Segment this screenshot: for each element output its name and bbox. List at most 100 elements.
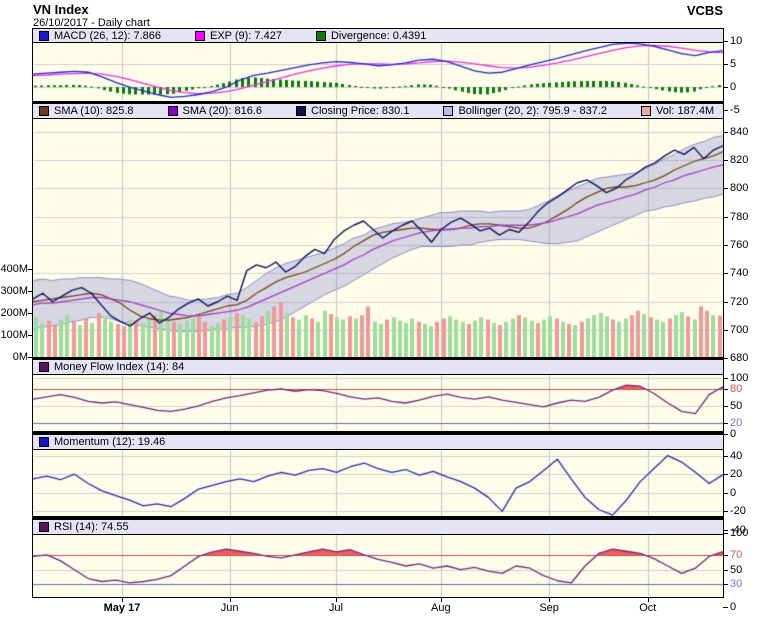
legend-swatch [39,30,49,41]
legend-item: Vol: 187.4M [641,105,714,117]
month-tick [549,598,550,602]
axis-tick [723,406,728,407]
legend-label: Momentum (12): 19.46 [54,436,166,448]
legend-label: Divergence: 0.4391 [330,29,427,42]
axis-tick [723,110,728,111]
legend-swatch [39,437,49,447]
legend-item: Bollinger (20, 2): 795.9 - 837.2 [443,105,607,117]
legend-item: SMA (10): 825.8 [39,105,134,117]
axis-tick [723,378,728,379]
axis-tick-label: 50 [730,399,743,412]
price-panel: SMA (10): 825.8 SMA (20): 816.6 Closing Pr… [32,101,724,357]
momentum-panel: Momentum (12): 19.46 [32,431,724,516]
axis-tick [723,530,728,531]
month-tick [122,598,123,602]
rsi-plot-canvas[interactable] [33,535,723,597]
volume-axis-tick-label: 400M [0,263,28,275]
axis-tick-label: 720 [730,295,749,308]
axis-tick-label: -20 [730,505,746,518]
axis-tick-label: 800 [730,182,749,195]
legend-item: Divergence: 0.4391 [315,29,427,42]
axis-tick-label: 0 [730,600,737,613]
chart-subtitle: 26/10/2017 - Daily chart [33,17,150,29]
axis-tick-label: 780 [730,210,749,223]
volume-axis-tick [28,357,32,358]
axis-tick [723,434,728,435]
axis-tick-label: 680 [730,352,749,365]
price-legend: SMA (10): 825.8 SMA (20): 816.6 Closing Pr… [33,101,723,119]
month-label: Jul [328,602,343,614]
macd-legend: MACD (26, 12): 7.866 EXP (9): 7.427 Diverg… [33,28,723,43]
axis-tick-label: 740 [730,267,749,280]
legend-label: Money Flow Index (14): 84 [54,361,185,373]
axis-tick-label: 20 [730,416,743,429]
macd-panel: MACD (26, 12): 7.866 EXP (9): 7.427 Diverg… [32,28,724,101]
axis-tick-label: 0 [730,427,737,440]
price-plot-canvas[interactable] [33,119,723,357]
axis-tick [723,273,728,274]
axis-tick [723,188,728,189]
axis-tick-label: 760 [730,239,749,252]
axis-tick [723,87,728,88]
axis-tick [723,533,728,534]
month-label: Sep [539,602,559,614]
volume-axis-tick-label: 0M [12,351,28,363]
legend-item: Momentum (12): 19.46 [39,436,165,448]
month-label: Aug [430,602,451,614]
volume-axis-tick [28,291,32,292]
rsi-panel: RSI (14): 74.55 [32,516,724,598]
legend-swatch [315,30,326,41]
axis-tick [723,245,728,246]
legend-swatch [641,106,652,116]
month-tick [648,598,649,602]
axis-tick-label: 80 [730,383,743,395]
month-tick [230,598,231,602]
axis-tick-label: -5 [730,104,740,117]
volume-axis-tick [28,335,32,336]
axis-tick-label: 10 [730,34,743,47]
legend-item: RSI (14): 74.55 [39,521,129,533]
legend-swatch [296,106,306,116]
axis-tick-label: 700 [730,324,749,337]
legend-label: Bollinger (20, 2): 795.9 - 837.2 [458,105,608,117]
axis-tick-label: 20 [730,468,743,481]
axis-tick-label: 5 [730,57,737,70]
volume-axis-tick [28,313,32,314]
legend-item: MACD (26, 12): 7.866 [39,30,161,42]
page-title: VN Index [33,2,89,17]
legend-swatch [39,362,49,372]
legend-label: MACD (26, 12): 7.866 [54,29,161,42]
legend-label: EXP (9): 7.427 [210,29,282,42]
volume-axis-tick-label: 100M [0,329,28,341]
legend-label: Vol: 187.4M [656,105,715,117]
axis-tick [723,330,728,331]
axis-tick-label: 70 [730,548,743,561]
axis-tick [723,358,728,359]
axis-tick [723,570,728,571]
month-label: Jun [220,602,239,614]
axis-tick-label: 40 [730,449,743,462]
legend-label: RSI (14): 74.55 [54,521,129,533]
axis-tick [723,584,728,585]
legend-swatch [39,106,49,116]
axis-tick-label: 50 [730,563,743,576]
legend-swatch [443,106,454,116]
axis-tick [723,511,728,512]
volume-axis-tick-label: 200M [0,307,28,319]
macd-plot-canvas[interactable] [33,43,723,101]
legend-item: EXP (9): 7.427 [195,30,282,42]
axis-tick-label: 0 [730,81,737,94]
axis-tick-label: 820 [730,154,749,167]
month-label: May 17 [103,602,141,614]
volume-axis-tick-label: 300M [0,285,28,297]
left-axis-gutter: 400M 300M 200M 100M 0M [0,0,32,629]
axis-tick [723,160,728,161]
legend-label: SMA (10): 825.8 [54,105,134,117]
axis-tick [723,456,728,457]
mfi-panel: Money Flow Index (14): 84 [32,357,724,431]
mfi-plot-canvas[interactable] [33,375,723,431]
momentum-plot-canvas[interactable] [33,450,723,516]
axis-tick [723,493,728,494]
right-axis-gutter: 10 5 0 -5 840 820 800 780 760 740 720 700 680 100 80 50… [723,0,772,629]
